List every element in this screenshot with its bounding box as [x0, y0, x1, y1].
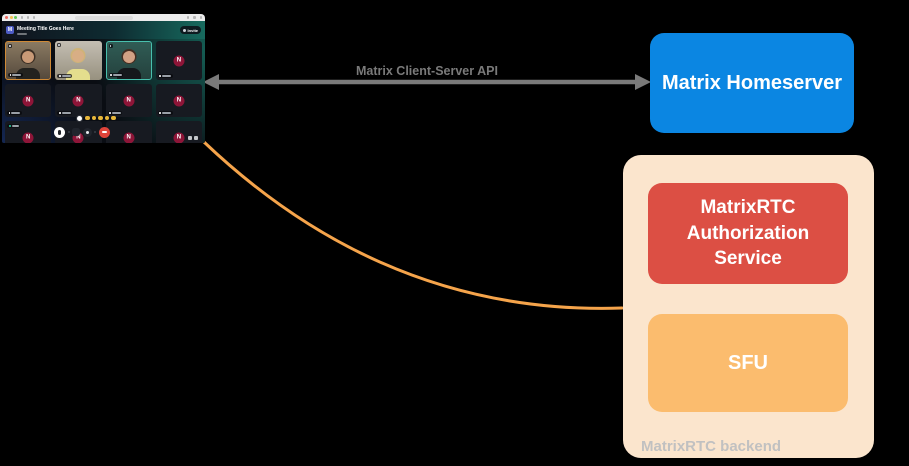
chevron-icon [94, 131, 96, 133]
participant-count-bar [17, 32, 27, 35]
screenshare-button-icon [82, 127, 92, 137]
participant-name-badge [157, 111, 173, 115]
participant-avatar: N [123, 132, 135, 143]
tile-menu-icon [57, 43, 62, 47]
mic-icon [9, 74, 12, 76]
element-call-screenshot: M Meeting Title Goes Here Invite [2, 14, 205, 143]
video-tile [55, 41, 102, 80]
sfu-box: SFU [648, 314, 848, 412]
sfu-label: SFU [728, 351, 768, 374]
invite-label: Invite [187, 27, 198, 33]
reaction-button-icon [76, 114, 83, 122]
invite-button: Invite [180, 26, 201, 34]
mic-icon [8, 112, 11, 114]
forward-icon [32, 16, 35, 19]
tile-option-icons [188, 135, 198, 140]
media-connection-curve [202, 140, 624, 310]
matrixrtc-backend-group: MatrixRTC Authorization Service SFU Matr… [623, 155, 874, 458]
avatar-tile: N [5, 84, 52, 117]
emoji-icon [98, 115, 103, 121]
mic-icon [58, 112, 61, 114]
avatar-tile: N [105, 84, 152, 117]
arrowhead-left-icon [203, 74, 219, 90]
participant-avatar: N [173, 55, 185, 66]
matrix-homeserver-box: Matrix Homeserver [650, 33, 854, 133]
emoji-icon [104, 115, 109, 121]
participant-name-badge [7, 111, 22, 115]
tile-menu-icon [108, 44, 113, 48]
minimize-window-icon [9, 16, 13, 19]
backend-group-label: MatrixRTC backend [641, 438, 782, 455]
matrix-homeserver-label: Matrix Homeserver [661, 71, 843, 94]
avatar-tile: N [155, 41, 202, 80]
participant-name-badge [107, 111, 123, 115]
client-server-api-label: Matrix Client-Server API [356, 64, 498, 78]
mic-icon [109, 112, 111, 114]
tile-menu-icon [8, 44, 12, 48]
participant-name-badge [57, 74, 73, 78]
avatar-tile: N [155, 84, 202, 117]
participant-name-badge [8, 73, 23, 77]
call-controls [54, 125, 110, 139]
participant-video [55, 41, 101, 80]
browser-action-icons [185, 16, 202, 19]
emoji-icon [111, 115, 116, 121]
call-header: M Meeting Title Goes Here Invite [2, 21, 205, 39]
participant-avatar: N [72, 132, 84, 143]
online-dot-icon [8, 125, 11, 127]
browser-toolbar [2, 14, 205, 21]
mic-icon [159, 112, 162, 114]
participant-avatar: N [22, 95, 34, 106]
emoji-icon [85, 115, 90, 121]
video-grid: N N N N N [2, 39, 205, 143]
camera-button-icon [72, 128, 80, 136]
participant-avatar: N [173, 95, 185, 106]
participant-name-badge [157, 74, 173, 78]
participant-avatar: N [123, 95, 135, 106]
mic-button-icon [54, 126, 65, 138]
room-avatar: M [6, 26, 14, 34]
participant-video [107, 42, 151, 79]
pin-icon [188, 135, 192, 140]
mic-icon [159, 75, 162, 77]
emoji-icon [91, 115, 96, 121]
reaction-bar [76, 114, 116, 122]
chevron-icon [67, 131, 70, 133]
participant-name-badge [108, 73, 124, 77]
participant-name-badge [57, 111, 73, 115]
video-tile-speaker [5, 41, 52, 80]
participant-avatar: N [22, 132, 34, 143]
call-title-group: Meeting Title Goes Here [17, 26, 74, 35]
new-tab-icon [193, 16, 196, 19]
mic-icon [58, 75, 61, 77]
hangup-button-icon [98, 126, 110, 138]
avatar-tile: N [55, 84, 102, 117]
invite-icon [183, 28, 187, 32]
client-server-arrow: Matrix Client-Server API [203, 64, 651, 90]
sidebar-icon [20, 16, 23, 19]
participant-video [6, 42, 50, 79]
authorization-service-box: MatrixRTC Authorization Service [648, 183, 848, 284]
call-title: Meeting Title Goes Here [17, 25, 74, 32]
tabs-icon [199, 16, 202, 19]
participant-avatar: N [72, 95, 84, 106]
mic-icon [110, 74, 112, 76]
participant-avatar: N [173, 132, 185, 143]
avatar-tile: N [5, 121, 52, 143]
close-window-icon [5, 16, 8, 19]
zoom-window-icon [14, 16, 17, 19]
arrowhead-right-icon [635, 74, 651, 90]
avatar-tile: N [155, 121, 202, 143]
authorization-service-label: MatrixRTC Authorization Service [686, 197, 810, 270]
expand-icon [194, 135, 198, 140]
share-icon [186, 16, 189, 19]
connection-status-badge [7, 124, 20, 128]
avatar-tile: N [105, 121, 152, 143]
back-icon [26, 16, 29, 19]
video-tile [105, 41, 152, 80]
address-bar [74, 15, 133, 20]
